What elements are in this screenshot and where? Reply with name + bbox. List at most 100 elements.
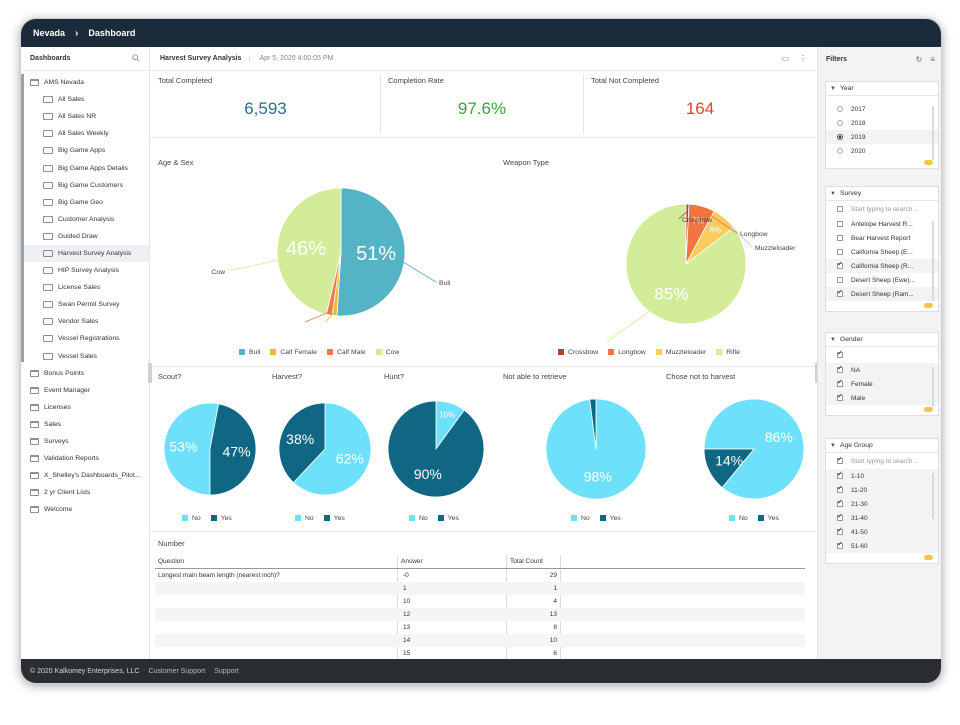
pie-slice-no[interactable]: [163, 402, 220, 496]
filter-option[interactable]: California Sheep (E...: [826, 245, 938, 259]
more-options-icon[interactable]: ⋮: [799, 54, 807, 63]
sidebar-item[interactable]: Big Game Apps: [21, 142, 149, 159]
sidebar-resize-handle[interactable]: [148, 363, 152, 383]
column-header-answer[interactable]: Answer: [401, 558, 423, 565]
customer-support-link[interactable]: Customer Support: [148, 667, 206, 675]
breadcrumb-root[interactable]: Nevada: [33, 28, 66, 38]
sidebar-item[interactable]: Licenses: [21, 399, 149, 416]
filter-option[interactable]: 11-20: [826, 483, 938, 497]
checkbox[interactable]: [837, 392, 843, 401]
column-header-question[interactable]: Question: [158, 558, 185, 565]
checkbox[interactable]: [837, 470, 843, 479]
filter-toggle[interactable]: [826, 158, 938, 168]
checkbox[interactable]: [837, 364, 843, 373]
sidebar-item[interactable]: Welcome: [21, 501, 149, 518]
scrollbar[interactable]: [932, 106, 934, 160]
legend-item[interactable]: No: [409, 515, 428, 522]
legend-item[interactable]: Cow: [375, 349, 399, 356]
legend-item[interactable]: Muzzleloader: [655, 349, 706, 356]
legend-item[interactable]: Bull: [239, 349, 260, 356]
sidebar-item[interactable]: AMS Nevada: [21, 74, 149, 91]
filter-option[interactable]: 21-30: [826, 497, 938, 511]
select-all-checkbox[interactable]: [837, 349, 843, 358]
sidebar-item[interactable]: Guided Draw: [21, 228, 149, 245]
sidebar-item[interactable]: Harvest Survey Analysis: [21, 244, 149, 263]
sidebar-item[interactable]: X_Shelley's Dashboards_Pilot...: [21, 467, 149, 484]
legend-item[interactable]: Crossbow: [558, 349, 598, 356]
sidebar-item[interactable]: Big Game Apps Details: [21, 159, 149, 176]
scrollbar[interactable]: [932, 221, 934, 301]
pie-slice-no[interactable]: [292, 402, 372, 496]
filter-option[interactable]: Bear Harvest Report: [826, 231, 938, 245]
checkbox[interactable]: [837, 540, 843, 549]
checkbox[interactable]: [837, 526, 843, 535]
legend-item[interactable]: No: [729, 515, 748, 522]
filter-option[interactable]: 1-10: [826, 469, 938, 483]
pie-slice-cow[interactable]: [276, 187, 342, 315]
sidebar-item[interactable]: Surveys: [21, 433, 149, 450]
filter-option[interactable]: 41-50: [826, 525, 938, 539]
legend-item[interactable]: Yes: [599, 515, 621, 522]
checkbox[interactable]: [837, 288, 843, 297]
checkbox[interactable]: [837, 277, 843, 283]
age-group-filter-header[interactable]: ▼ Age Group: [826, 439, 938, 453]
sidebar-item[interactable]: Event Manager: [21, 382, 149, 399]
legend-item[interactable]: No: [571, 515, 590, 522]
sidebar-item[interactable]: Big Game Geo: [21, 194, 149, 211]
gender-select-all[interactable]: [826, 347, 938, 363]
filter-option[interactable]: 2017: [826, 102, 938, 116]
radio-button[interactable]: [837, 134, 843, 140]
filter-option[interactable]: 2019: [826, 130, 938, 144]
legend-item[interactable]: Longbow: [608, 349, 646, 356]
pie-slice-yes[interactable]: [589, 399, 597, 450]
legend-item[interactable]: No: [182, 515, 201, 522]
sidebar-item[interactable]: All Sales: [21, 91, 149, 108]
filter-option[interactable]: Antelope Harvest R...: [826, 217, 938, 231]
legend-item[interactable]: Yes: [437, 515, 459, 522]
legend-item[interactable]: Yes: [757, 515, 779, 522]
sidebar-item[interactable]: All Sales NR: [21, 108, 149, 125]
filter-option[interactable]: 2020: [826, 144, 938, 158]
menu-icon[interactable]: ≡: [930, 54, 935, 64]
legend-item[interactable]: No: [295, 515, 314, 522]
sidebar-item[interactable]: License Sales: [21, 279, 149, 296]
filter-option[interactable]: California Sheep (R...: [826, 259, 938, 273]
column-header-total-count[interactable]: Total Count: [510, 558, 543, 565]
filter-toggle[interactable]: [826, 553, 938, 563]
checkbox[interactable]: [837, 235, 843, 241]
sidebar-item[interactable]: Customer Analysis: [21, 211, 149, 228]
year-filter-header[interactable]: ▼ Year: [826, 82, 938, 96]
pie-slice-rifle[interactable]: [625, 203, 747, 325]
sidebar-item[interactable]: Bonus Points: [21, 365, 149, 382]
search-icon[interactable]: [132, 53, 140, 64]
legend-item[interactable]: Rifle: [716, 349, 740, 356]
legend-item[interactable]: Calf Male: [326, 349, 366, 356]
checkbox[interactable]: [837, 260, 843, 269]
legend-item[interactable]: Yes: [323, 515, 345, 522]
refresh-icon[interactable]: ↻: [915, 54, 923, 64]
legend-item[interactable]: Calf Female: [270, 349, 317, 356]
sidebar-item[interactable]: Big Game Customers: [21, 177, 149, 194]
survey-search-input[interactable]: Start typing to search...: [826, 201, 938, 217]
radio-button[interactable]: [837, 148, 843, 154]
checkbox[interactable]: [837, 249, 843, 255]
sidebar-item[interactable]: 2 yr Client Lists: [21, 484, 149, 501]
filter-option[interactable]: 2018: [826, 116, 938, 130]
checkbox[interactable]: [837, 221, 843, 227]
checkbox[interactable]: [837, 512, 843, 521]
checkbox[interactable]: [837, 378, 843, 387]
checkbox[interactable]: [837, 498, 843, 507]
age-group-search-input[interactable]: Start typing to search...: [826, 453, 938, 469]
checkbox[interactable]: [837, 484, 843, 493]
pie-slice-yes[interactable]: [209, 403, 257, 496]
pie-slice-yes[interactable]: [278, 402, 326, 484]
radio-button[interactable]: [837, 106, 843, 112]
filter-option[interactable]: 51-60: [826, 539, 938, 553]
select-all-checkbox[interactable]: [837, 455, 843, 464]
filter-option[interactable]: Male: [826, 391, 938, 405]
sidebar-item[interactable]: All Sales Weekly: [21, 125, 149, 142]
filter-option[interactable]: 31-40: [826, 511, 938, 525]
sidebar-item[interactable]: Vendor Sales: [21, 313, 149, 330]
support-link[interactable]: Support: [214, 667, 239, 675]
filter-toggle[interactable]: [826, 301, 938, 311]
